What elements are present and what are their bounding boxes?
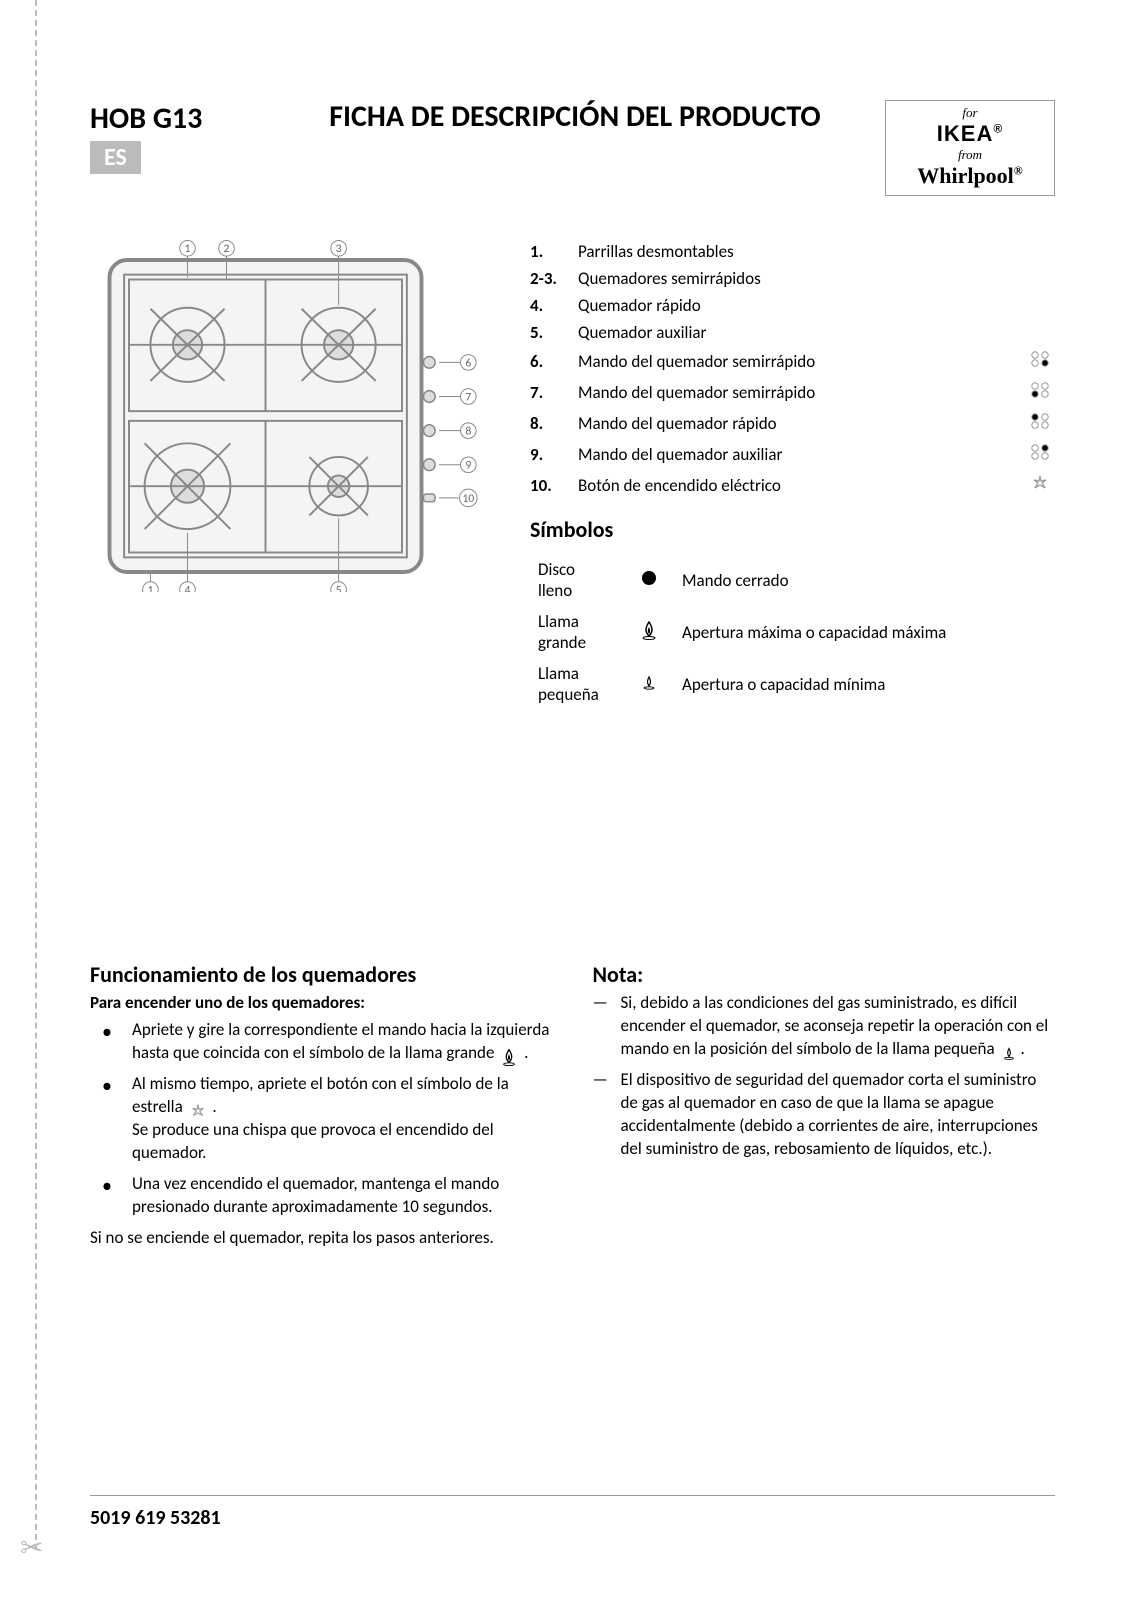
note-item: El dispositivo de seguridad del quemador…	[593, 1069, 1056, 1161]
part-label: Mando del quemador auxiliar	[578, 444, 1025, 465]
part-label: Mando del quemador semirrápido	[578, 351, 1025, 372]
operation-subheading: Para encender uno de los quemadores:	[90, 992, 553, 1013]
svg-text:2: 2	[224, 242, 230, 256]
parts-list-item: 8. Mando del quemador rápido	[530, 411, 1055, 436]
parts-list-item: 7. Mando del quemador semirrápido	[530, 380, 1055, 405]
note-column: Nota: Si, debido a las condiciones del g…	[593, 961, 1056, 1249]
symbol-row: Discolleno Mando cerrado	[532, 555, 1053, 605]
part-icon	[1025, 349, 1055, 374]
part-label: Quemador rápido	[578, 295, 1025, 316]
brand-box: for IKEA® from Whirlpool®	[885, 100, 1055, 196]
svg-text:4: 4	[185, 583, 191, 591]
part-label: Quemador auxiliar	[578, 322, 1025, 343]
part-label: Mando del quemador rápido	[578, 413, 1025, 434]
symbol-label: Discolleno	[532, 555, 622, 605]
svg-text:5: 5	[336, 583, 342, 591]
part-icon	[1025, 380, 1055, 405]
note-list: Si, debido a las condiciones del gas sum…	[593, 992, 1056, 1161]
symbol-icon	[624, 555, 674, 605]
part-number: 5.	[530, 322, 578, 343]
svg-text:1: 1	[185, 242, 191, 256]
svg-text:3: 3	[336, 242, 342, 256]
part-icon	[1025, 473, 1055, 498]
operation-after: Si no se enciende el quemador, repita lo…	[90, 1227, 553, 1250]
part-number: 2-3.	[530, 268, 578, 289]
part-number: 1.	[530, 241, 578, 262]
brand-from: from	[892, 147, 1048, 163]
symbol-description: Mando cerrado	[676, 555, 1053, 605]
svg-text:8: 8	[465, 425, 471, 439]
parts-list-item: 1. Parrillas desmontables	[530, 241, 1055, 262]
symbols-heading: Símbolos	[530, 516, 1055, 543]
note-item: Si, debido a las condiciones del gas sum…	[593, 992, 1056, 1061]
part-number: 4.	[530, 295, 578, 316]
symbol-label: Llamagrande	[532, 607, 622, 657]
operation-column: Funcionamiento de los quemadores Para en…	[90, 961, 553, 1249]
parts-list-item: 2-3. Quemadores semirrápidos	[530, 268, 1055, 289]
part-number: 10.	[530, 475, 578, 496]
parts-list-item: 6. Mando del quemador semirrápido	[530, 349, 1055, 374]
footer-code: 5019 619 53281	[90, 1495, 1055, 1530]
svg-text:10: 10	[462, 492, 474, 506]
symbols-table: Discolleno Mando cerradoLlamagrande Aper…	[530, 553, 1055, 711]
part-label: Botón de encendido eléctrico	[578, 475, 1025, 496]
operation-heading: Funcionamiento de los quemadores	[90, 961, 553, 988]
language-badge: ES	[90, 141, 141, 174]
operation-step: Al mismo tiempo, apriete el botón con el…	[120, 1073, 553, 1165]
part-number: 9.	[530, 444, 578, 465]
hob-diagram: 1 2 3 6 7 8 9 10 1 4 5	[90, 221, 480, 711]
operation-step: Una vez encendido el quemador, mantenga …	[120, 1173, 553, 1219]
parts-list-item: 10. Botón de encendido eléctrico	[530, 473, 1055, 498]
symbol-icon	[624, 607, 674, 657]
part-label: Mando del quemador semirrápido	[578, 382, 1025, 403]
flame-big-icon	[498, 1045, 520, 1063]
page-title: FICHA DE DESCRIPCIÓN DEL PRODUCTO	[265, 100, 885, 133]
note-heading: Nota:	[593, 961, 1056, 988]
operation-list: Apriete y gire la correspondiente el man…	[90, 1019, 553, 1219]
page-header: HOB G13 ES FICHA DE DESCRIPCIÓN DEL PROD…	[90, 100, 1055, 196]
parts-list: 1. Parrillas desmontables 2-3. Quemadore…	[530, 241, 1055, 498]
part-number: 8.	[530, 413, 578, 434]
brand-ikea: IKEA®	[892, 121, 1048, 147]
svg-text:6: 6	[465, 356, 471, 370]
symbol-label: Llamapequeña	[532, 659, 622, 709]
part-label: Quemadores semirrápidos	[578, 268, 1025, 289]
svg-text:1: 1	[147, 583, 153, 591]
parts-list-item: 9. Mando del quemador auxiliar	[530, 442, 1055, 467]
svg-text:9: 9	[465, 459, 471, 473]
brand-whirlpool: Whirlpool®	[892, 163, 1048, 189]
parts-list-item: 4. Quemador rápido	[530, 295, 1055, 316]
symbol-row: Llamagrande Apertura máxima o capacidad …	[532, 607, 1053, 657]
symbol-icon	[624, 659, 674, 709]
part-number: 7.	[530, 382, 578, 403]
spark-icon	[187, 1099, 209, 1117]
symbol-row: Llamapequeña Apertura o capacidad mínima	[532, 659, 1053, 709]
cut-line	[35, 0, 37, 1550]
flame-small-icon	[998, 1041, 1020, 1059]
part-label: Parrillas desmontables	[578, 241, 1025, 262]
model-number: HOB G13	[90, 100, 265, 137]
scissors-icon: ✂	[20, 1530, 43, 1565]
symbol-description: Apertura o capacidad mínima	[676, 659, 1053, 709]
operation-step: Apriete y gire la correspondiente el man…	[120, 1019, 553, 1065]
part-number: 6.	[530, 351, 578, 372]
part-icon	[1025, 411, 1055, 436]
parts-list-item: 5. Quemador auxiliar	[530, 322, 1055, 343]
part-icon	[1025, 442, 1055, 467]
symbol-description: Apertura máxima o capacidad máxima	[676, 607, 1053, 657]
brand-for: for	[892, 105, 1048, 121]
svg-text:7: 7	[465, 390, 471, 404]
